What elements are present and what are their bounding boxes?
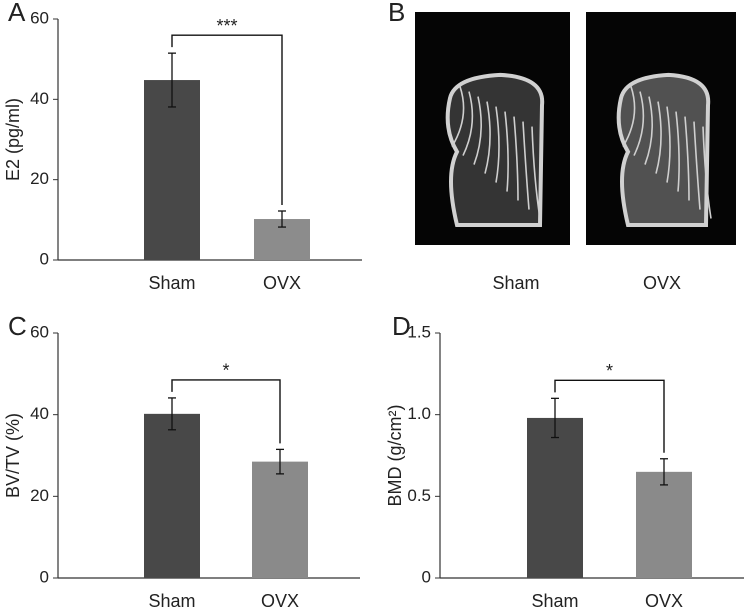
trabecula — [495, 106, 500, 183]
trabecula — [666, 106, 671, 183]
y-tick-label: 20 — [30, 486, 49, 505]
y-tick-label: 40 — [30, 89, 49, 108]
trabecula — [684, 116, 690, 201]
bar — [527, 417, 583, 578]
y-axis-label: BV/TV (%) — [3, 413, 23, 498]
x-category-label: Sham — [148, 591, 195, 609]
y-tick-label: 20 — [30, 169, 49, 188]
y-tick-label: 0 — [40, 567, 49, 586]
panel-label: D — [392, 311, 411, 341]
y-axis-label: BMD (g/cm²) — [385, 405, 405, 507]
bar — [252, 461, 308, 578]
trabecula — [513, 116, 519, 201]
x-category-label: OVX — [263, 273, 301, 293]
bar — [636, 471, 692, 578]
trabecula — [655, 101, 662, 174]
significance-bracket — [171, 34, 283, 205]
x-category-label: OVX — [261, 591, 299, 609]
trabecula — [451, 86, 465, 147]
panel-label: A — [8, 0, 26, 27]
trabecula — [522, 121, 530, 210]
trabecula — [473, 96, 482, 165]
significance-bracket — [554, 379, 665, 453]
significance-label: * — [606, 361, 613, 381]
x-category-label: Sham — [148, 273, 195, 293]
trabecula — [484, 101, 491, 174]
trabecula — [644, 96, 653, 165]
x-category-label: OVX — [645, 591, 683, 609]
y-tick-label: 0 — [40, 249, 49, 268]
panel-label: C — [8, 311, 27, 341]
trabecula — [531, 126, 541, 219]
significance-label: * — [222, 361, 229, 381]
y-tick-label: 40 — [30, 404, 49, 423]
y-tick-label: 0.5 — [407, 486, 431, 505]
significance-bracket — [171, 379, 281, 444]
trabecula — [622, 86, 636, 147]
trabecula — [675, 111, 680, 192]
trabecula — [462, 91, 474, 156]
y-tick-label: 0 — [422, 567, 431, 586]
trabecula — [504, 111, 509, 192]
significance-label: *** — [216, 16, 237, 36]
bar — [144, 80, 200, 260]
x-category-label: OVX — [643, 273, 681, 293]
trabecula — [702, 126, 712, 219]
trabecula — [633, 91, 645, 156]
bar — [144, 413, 200, 578]
bone — [616, 72, 711, 227]
x-category-label: Sham — [492, 273, 539, 293]
trabecula — [693, 121, 701, 210]
y-tick-label: 60 — [30, 8, 49, 27]
y-tick-label: 1.0 — [407, 404, 431, 423]
y-tick-label: 60 — [30, 322, 49, 341]
y-tick-label: 1.5 — [407, 322, 431, 341]
y-axis-label: E2 (pg/ml) — [3, 98, 23, 181]
panel-label: B — [388, 0, 405, 27]
x-category-label: Sham — [531, 591, 578, 609]
